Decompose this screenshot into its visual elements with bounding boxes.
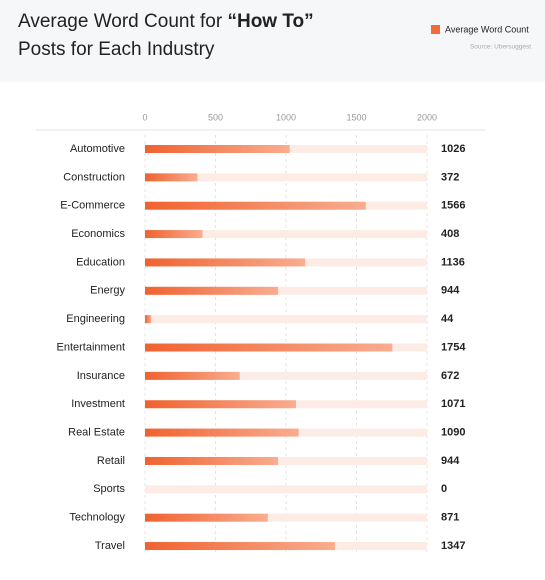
y-tick-label: Economics	[71, 228, 125, 240]
value-label: 871	[441, 512, 459, 524]
bar	[145, 371, 240, 380]
x-tick-label: 2000	[417, 112, 437, 122]
value-label: 372	[441, 171, 459, 183]
y-tick-label: Entertainment	[57, 341, 125, 353]
x-tick-label: 500	[208, 112, 223, 122]
bar	[145, 258, 306, 267]
x-tick-label: 1500	[346, 112, 366, 122]
bar-track	[145, 371, 427, 380]
y-tick-label: Education	[76, 256, 125, 268]
y-tick-label: Investment	[71, 398, 125, 410]
y-tick-label: Construction	[63, 171, 125, 183]
bar	[145, 173, 198, 182]
y-tick-label: Retail	[97, 455, 125, 467]
y-tick-label: Insurance	[77, 370, 125, 382]
x-tick-label: 1000	[276, 112, 296, 122]
bar-track	[145, 173, 427, 182]
value-label: 1136	[441, 256, 465, 268]
bar-track	[145, 513, 427, 522]
bar-track	[145, 485, 427, 494]
title-part: Average Word Count for	[18, 11, 227, 32]
legend-label: Average Word Count	[445, 24, 529, 34]
value-label: 1071	[441, 398, 465, 410]
y-tick-label: E-Commerce	[60, 200, 125, 212]
value-label: 1347	[441, 540, 465, 552]
bar	[145, 400, 297, 409]
bar	[145, 315, 152, 324]
bar	[145, 201, 366, 210]
chart-title: Average Word Count for “How To”	[18, 11, 314, 32]
chart-title: Posts for Each Industry	[18, 39, 215, 60]
bar	[145, 513, 268, 522]
bar	[145, 428, 299, 437]
value-label: 944	[441, 285, 460, 297]
bar-track	[145, 456, 427, 465]
y-tick-label: Real Estate	[68, 427, 125, 439]
bar-track	[145, 315, 427, 324]
bar	[145, 542, 335, 551]
header-background	[0, 0, 545, 82]
y-tick-label: Sports	[93, 483, 125, 495]
bar-track	[145, 286, 427, 295]
value-label: 1090	[441, 427, 465, 439]
value-label: 1754	[441, 341, 466, 353]
x-tick-label: 0	[142, 112, 147, 122]
value-label: 408	[441, 228, 459, 240]
y-tick-label: Engineering	[66, 313, 125, 325]
bar	[145, 456, 279, 465]
value-label: 672	[441, 370, 459, 382]
y-tick-label: Automotive	[70, 143, 125, 155]
value-label: 44	[441, 313, 454, 325]
y-tick-label: Travel	[95, 540, 125, 552]
y-tick-label: Technology	[69, 512, 125, 524]
bar-track	[145, 230, 427, 239]
bar	[145, 230, 203, 239]
bar	[145, 286, 279, 295]
y-tick-label: Energy	[90, 285, 125, 297]
legend-swatch	[431, 25, 440, 34]
value-label: 0	[441, 483, 447, 495]
title-part: “How To”	[227, 11, 313, 32]
value-label: 1026	[441, 143, 465, 155]
value-label: 944	[441, 455, 460, 467]
value-label: 1566	[441, 200, 465, 212]
bar	[145, 145, 290, 153]
bar	[145, 343, 393, 352]
source: Source: Ubersuggest	[470, 44, 531, 51]
